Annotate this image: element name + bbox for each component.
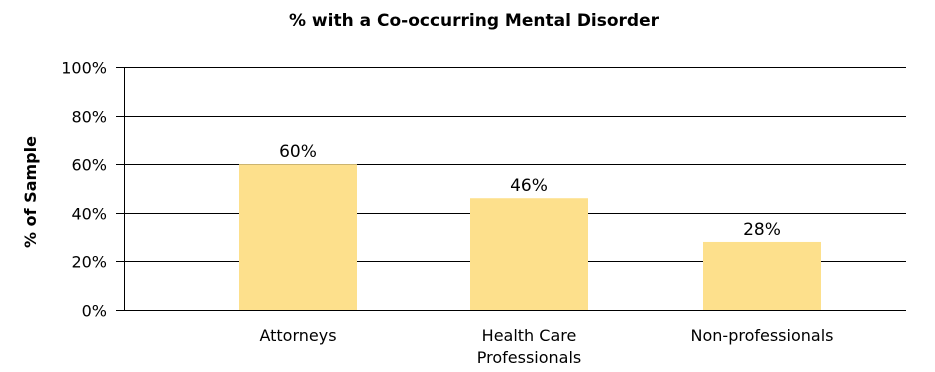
x-category-label: Attorneys xyxy=(259,326,336,345)
y-tick-label: 0% xyxy=(82,302,107,321)
y-tick-label: 80% xyxy=(71,108,107,127)
bar xyxy=(470,198,588,310)
bar xyxy=(239,164,357,310)
data-labels: 60% 46% 28% xyxy=(279,142,781,240)
y-tick-labels: 0% 20% 40% 60% 80% 100% xyxy=(61,59,107,321)
y-tick-label: 100% xyxy=(61,59,107,78)
data-label: 28% xyxy=(743,220,781,240)
data-label: 46% xyxy=(510,176,548,196)
axes xyxy=(116,67,906,311)
y-tick-label: 40% xyxy=(71,205,107,224)
bars xyxy=(239,164,821,310)
x-category-label: Non-professionals xyxy=(691,326,834,345)
y-tick-label: 60% xyxy=(71,156,107,175)
x-category-label: Professionals xyxy=(477,348,582,367)
y-axis-label: % of Sample xyxy=(21,136,40,248)
x-category-labels: Attorneys Health Care Professionals Non-pro… xyxy=(259,326,833,367)
chart-title: % with a Co-occurring Mental Disorder xyxy=(289,11,660,31)
y-tick-label: 20% xyxy=(71,253,107,272)
data-label: 60% xyxy=(279,142,317,162)
bar xyxy=(703,241,821,310)
x-category-label: Health Care xyxy=(482,326,577,345)
